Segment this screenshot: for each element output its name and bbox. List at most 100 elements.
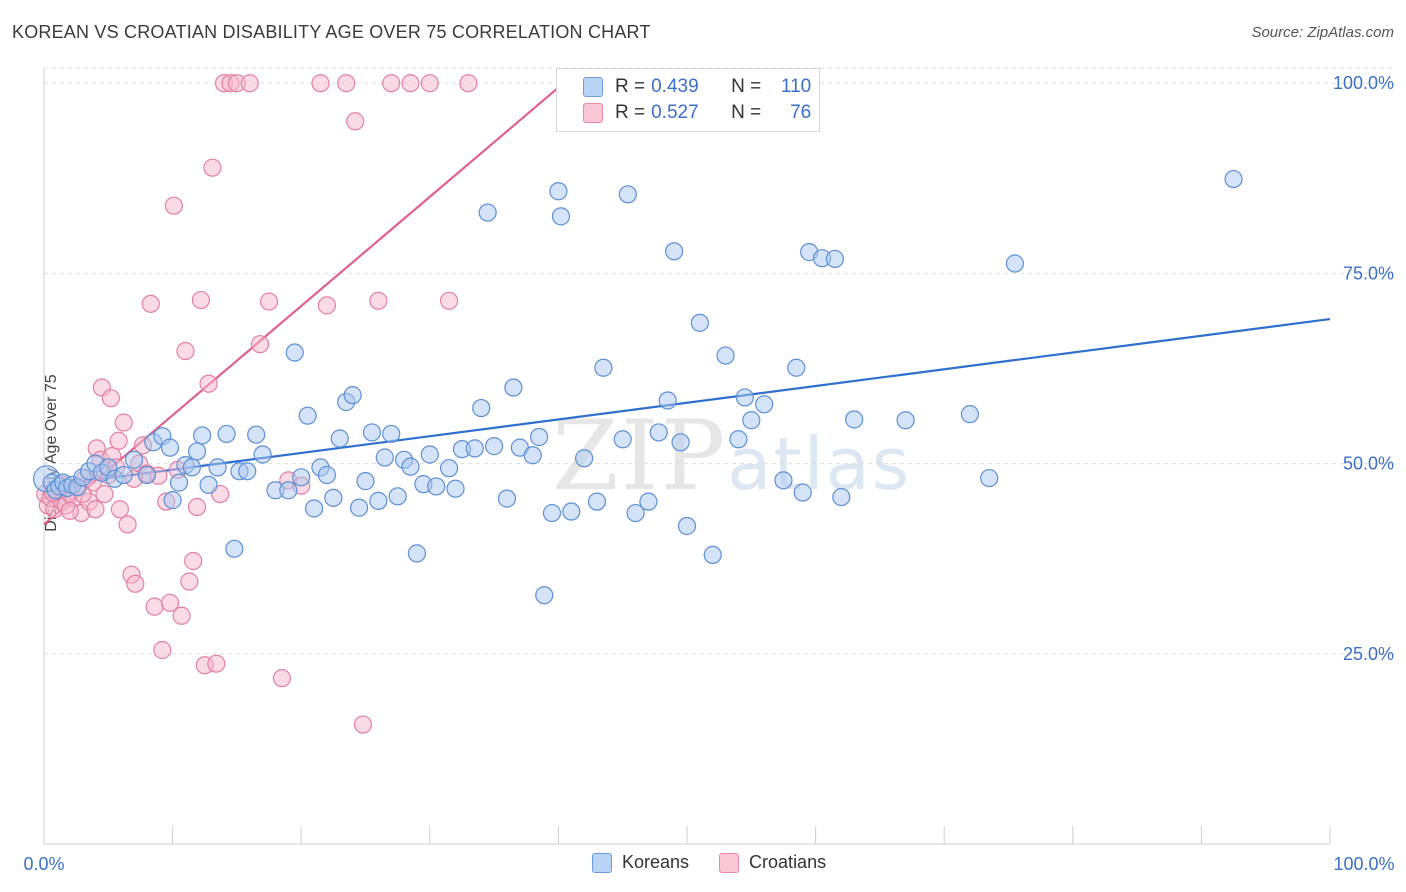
korean-point — [343, 386, 362, 405]
korean-point — [330, 429, 349, 448]
croatian-point — [199, 374, 218, 393]
series-swatch-koreans — [592, 852, 612, 873]
korean-point — [787, 358, 806, 377]
korean-point — [285, 343, 304, 362]
croatian-point — [240, 74, 259, 93]
croatian-point — [203, 158, 222, 177]
croatian-point — [272, 669, 292, 688]
korean-point — [169, 473, 189, 492]
korean-point — [362, 423, 382, 442]
korean-point — [225, 539, 244, 558]
korean-point — [465, 439, 484, 458]
chart-title: KOREAN VS CROATIAN DISABILITY AGE OVER 7… — [12, 22, 651, 42]
legend-r-label: R = — [615, 76, 646, 97]
korean-point — [292, 468, 311, 487]
korean-point — [716, 346, 735, 365]
croatian-point — [86, 500, 105, 519]
croatian-point — [110, 500, 129, 519]
korean-point — [793, 483, 812, 502]
stats-legend: R = 0.439 N = 110 R = 0.527 N = 76 — [556, 68, 820, 132]
croatian-point — [109, 431, 128, 450]
series-legend: Koreans Croatians — [592, 852, 856, 873]
korean-point — [549, 182, 568, 201]
korean-point — [896, 411, 915, 430]
croatian-point — [180, 572, 199, 591]
korean-point — [504, 378, 523, 397]
korean-point — [182, 458, 201, 477]
korean-point — [562, 502, 581, 521]
korean-point — [497, 489, 517, 508]
croatian-point — [101, 389, 120, 408]
series-legend-koreans[interactable]: Koreans — [592, 852, 689, 873]
korean-point — [317, 465, 337, 485]
korean-point — [729, 430, 748, 449]
korean-point — [208, 458, 227, 477]
korean-point — [690, 313, 709, 332]
croatian-point — [153, 640, 172, 660]
legend-row-croatians: R = 0.527 N = 76 — [583, 101, 812, 125]
korean-point — [304, 499, 324, 518]
korean-point — [735, 388, 754, 407]
korean-point — [832, 487, 851, 507]
korean-point — [401, 457, 420, 476]
y-tick-label: 25.0% — [1343, 644, 1394, 664]
korean-point — [575, 449, 594, 468]
korean-point — [542, 503, 562, 523]
korean-point — [193, 426, 212, 445]
croatian-point — [145, 597, 164, 616]
trend-lines — [43, 82, 1331, 526]
korean-point — [755, 395, 774, 414]
croatian-point — [369, 291, 388, 310]
korean-point — [980, 468, 999, 488]
korean-point — [160, 438, 180, 457]
korean-point — [124, 450, 144, 469]
croatian-point — [346, 112, 365, 131]
y-tick-label: 100.0% — [1333, 73, 1394, 93]
legend-r-value: 0.527 — [651, 102, 699, 123]
korean-point — [349, 498, 369, 517]
legend-r-value: 0.439 — [651, 76, 699, 97]
korean-point — [187, 442, 207, 461]
croatian-point — [164, 196, 183, 215]
legend-n-label: N = — [731, 76, 762, 97]
korean-point — [845, 410, 864, 429]
korean-point — [324, 488, 343, 507]
korean-point — [485, 437, 504, 456]
korean-point — [356, 472, 375, 491]
croatian-point — [207, 654, 226, 673]
legend-r-label: R = — [615, 102, 646, 123]
croatian-point — [141, 294, 160, 313]
legend-n-value: 76 — [790, 102, 812, 123]
croatian-point — [60, 501, 79, 520]
korean-point — [199, 475, 218, 495]
korean-point — [388, 487, 407, 506]
korean-point — [163, 491, 182, 510]
korean-point — [742, 411, 761, 430]
series-swatch-croatians — [719, 852, 740, 873]
korean-point — [427, 477, 446, 496]
korean-point — [618, 185, 637, 204]
korean-point — [658, 391, 677, 410]
korean-point — [247, 425, 266, 444]
croatian-point — [317, 296, 337, 315]
croatian-point — [401, 74, 420, 93]
croatian-point — [160, 593, 180, 612]
croatian-point — [250, 335, 270, 354]
series-legend-croatians[interactable]: Croatians — [719, 852, 826, 873]
source-credit: Source: ZipAtlas.com — [1251, 24, 1394, 41]
korean-point — [613, 430, 632, 449]
korean-point — [217, 424, 236, 444]
croatian-point — [420, 74, 439, 93]
series-label-koreans: Koreans — [622, 852, 690, 872]
croatian-point — [184, 551, 203, 571]
croatian-point — [439, 291, 459, 310]
axes — [43, 68, 1331, 845]
korean-point — [238, 462, 257, 481]
korean-point — [639, 492, 658, 511]
korean-point — [703, 545, 722, 565]
y-tick-label: 50.0% — [1343, 454, 1394, 474]
korean-point — [253, 445, 272, 464]
x-tick-label: 0.0% — [23, 854, 64, 874]
croatian-point — [382, 74, 401, 93]
